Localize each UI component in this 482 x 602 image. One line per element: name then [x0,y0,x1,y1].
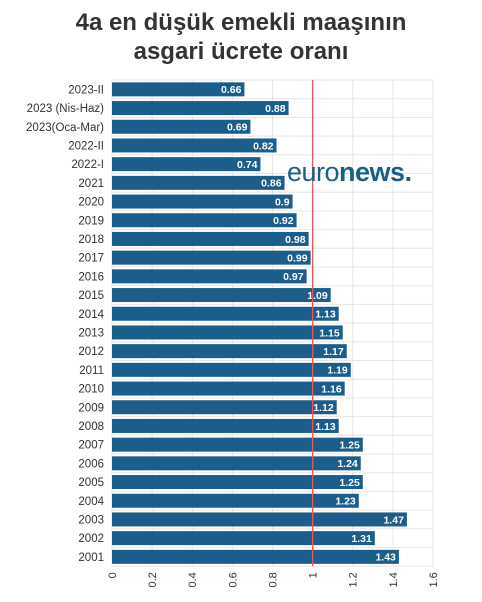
category-label-13: 2013 [78,327,104,339]
bar-6 [112,194,293,209]
category-label-14: 2012 [78,346,104,358]
value-label-13: 1.15 [319,327,340,339]
bar-24 [112,531,375,546]
bar-18 [112,418,339,433]
category-label-21: 2005 [78,477,104,489]
bar-11 [112,288,331,303]
value-label-20: 1.24 [337,458,358,470]
x-tick-label-8: 1.6 [428,572,440,587]
logo-news: news [339,157,405,187]
x-tick-label-3: 0.6 [227,572,239,587]
category-label-0: 2023-II [68,84,104,96]
value-label-25: 1.43 [375,552,396,564]
category-label-11: 2015 [78,290,104,302]
bar-7 [112,213,297,228]
value-label-4: 0.74 [237,159,258,171]
bar-19 [112,437,363,452]
grid-lines [111,79,434,567]
category-label-9: 2017 [78,253,104,265]
bar-4 [112,157,261,172]
value-label-15: 1.19 [327,365,348,377]
value-label-16: 1.16 [321,383,342,395]
category-label-17: 2009 [78,402,104,414]
x-tick-label-5: 1 [308,572,320,578]
value-label-8: 0.98 [285,234,306,246]
category-label-8: 2018 [78,234,104,246]
bar-0 [112,82,245,97]
category-label-1: 2023 (Nis-Haz) [27,103,104,115]
value-label-11: 1.09 [307,290,328,302]
bar-5 [112,175,285,190]
bar-23 [112,512,407,527]
value-label-2: 0.69 [227,122,248,134]
category-label-5: 2021 [78,178,104,190]
x-tick-label-1: 0.2 [147,572,159,587]
value-label-7: 0.92 [273,215,294,227]
category-label-15: 2011 [79,365,104,377]
logo-euro: euro [287,157,340,187]
category-label-25: 2001 [78,552,104,564]
bar-10 [112,269,307,284]
value-label-1: 0.88 [265,103,286,115]
category-label-10: 2016 [78,271,104,283]
logo-dot: . [404,157,413,187]
value-label-18: 1.13 [315,421,336,433]
chart-title-line-1: 4a en düşük emekli maaşının [75,9,407,36]
bar-2 [112,119,251,134]
value-label-22: 1.23 [335,496,356,508]
bar-9 [112,250,311,265]
bar-13 [112,325,343,340]
x-tick-label-6: 1.2 [348,572,360,587]
value-label-14: 1.17 [323,346,344,358]
bars: 0.66 0.88 0.69 0.82 0.740.86 0.9 0.92 0.98 0.99 0… [112,82,407,564]
euronews-logo: euronews. [287,157,412,188]
category-label-4: 2022-I [71,159,104,171]
bar-17 [112,400,337,415]
bar-20 [112,456,361,471]
category-label-18: 2008 [78,421,104,433]
bar-25 [112,549,399,564]
value-label-24: 1.31 [351,533,372,545]
x-axis-ticks: 0 0.2 0.4 0.6 0.8 1 1.2 1.4 1.6 [107,572,440,587]
category-label-22: 2004 [78,496,104,508]
value-label-23: 1.47 [383,514,404,526]
value-label-6: 0.9 [275,196,290,208]
value-label-21: 1.25 [339,477,360,489]
chart-title-line-2: asgari ücrete oranı [133,38,349,65]
x-tick-label-0: 0 [107,572,119,578]
category-label-19: 2007 [78,440,104,452]
category-label-7: 2019 [78,215,104,227]
bar-22 [112,493,359,508]
bar-12 [112,306,339,321]
category-label-20: 2006 [78,458,104,470]
value-label-9: 0.99 [287,252,308,264]
bar-21 [112,475,363,490]
value-label-10: 0.97 [283,271,304,283]
x-tick-label-7: 1.4 [388,572,400,587]
value-label-0: 0.66 [221,84,242,96]
value-label-19: 1.25 [339,439,360,451]
category-label-23: 2003 [78,514,104,526]
category-label-16: 2010 [78,384,104,396]
bar-8 [112,231,309,246]
bar-15 [112,362,351,377]
bar-16 [112,381,345,396]
bar-3 [112,138,277,153]
x-tick-label-4: 0.8 [268,572,280,587]
category-label-2: 2023(Oca-Mar) [26,122,104,134]
chart-title: 4a en düşük emekli maaşının asgari ücret… [0,8,482,66]
category-label-12: 2014 [78,309,104,321]
x-tick-label-2: 0.4 [187,572,199,587]
value-label-17: 1.12 [313,402,334,414]
value-label-3: 0.82 [253,140,274,152]
bar-14 [112,344,347,359]
category-label-3: 2022-II [68,140,104,152]
category-label-24: 2002 [78,533,104,545]
value-label-12: 1.13 [315,309,336,321]
category-labels: 2023-II 2023 (Nis-Haz) 2023(Oca-Mar) 2022-I… [26,84,105,563]
value-label-5: 0.86 [261,178,282,190]
category-label-6: 2020 [78,197,104,209]
bar-1 [112,101,289,116]
